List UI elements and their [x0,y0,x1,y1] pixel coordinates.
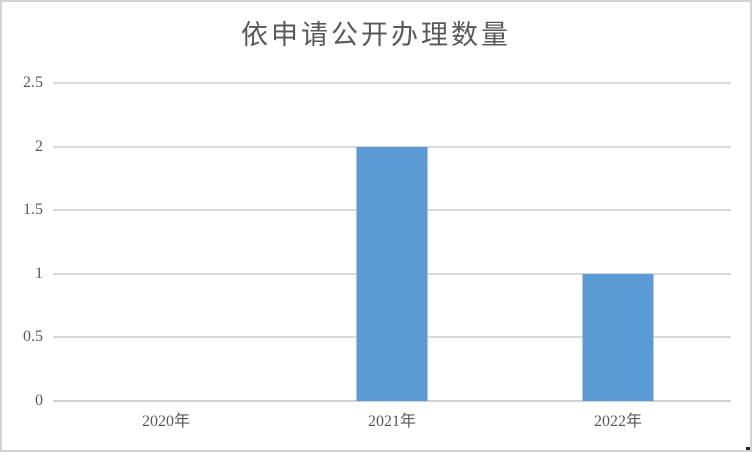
y-tick-label: 1 [35,264,43,282]
y-tick-label: 0.5 [23,328,43,346]
x-axis-line [53,400,731,402]
y-axis: 0 0.5 1 1.5 2 2.5 [2,74,43,409]
bar-2021 [356,146,428,401]
bar-2022 [582,273,654,401]
plot-area [53,82,731,402]
y-tick-label: 2.5 [23,74,43,91]
y-tick-label: 1.5 [23,201,43,219]
x-axis: 2020年 2021年 2022年 [53,412,731,432]
bar-slots [53,83,731,401]
category-slot [53,83,279,401]
gridline [53,82,731,84]
x-axis-label: 2020年 [141,413,190,430]
corner-artifact [746,447,750,450]
x-axis-label: 2021年 [367,413,416,430]
category-slot [279,83,505,401]
chart-title: 依申请公开办理数量 [241,20,511,50]
x-axis-label: 2022年 [593,413,642,430]
category-slot [505,83,731,401]
y-tick-label: 2 [35,137,43,155]
y-tick-label: 0 [35,392,43,409]
